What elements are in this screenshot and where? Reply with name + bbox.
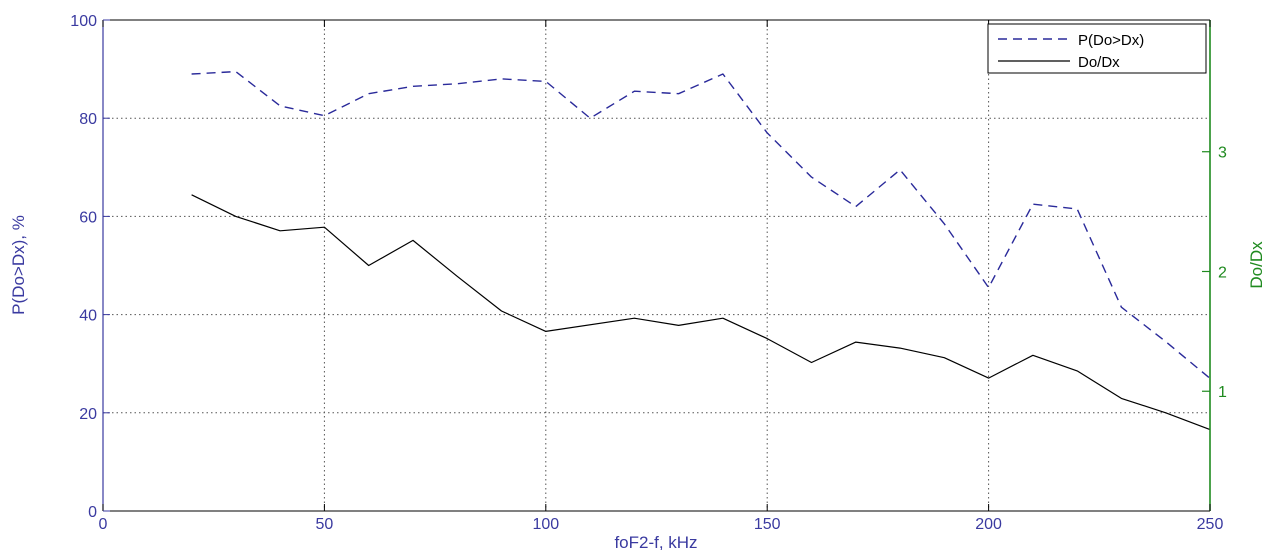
y-right-tick-label: 3	[1218, 145, 1227, 162]
x-axis-label: foF2-f, kHz	[614, 533, 697, 550]
y-left-tick-label: 100	[70, 13, 97, 30]
y-left-tick-label: 60	[79, 209, 97, 226]
legend-entry-ratio: Do/Dx	[1078, 54, 1120, 71]
y-left-tick-label: 80	[79, 111, 97, 128]
x-tick-label: 150	[754, 516, 781, 533]
plot-area	[103, 20, 1210, 511]
series-line-ratio	[191, 194, 1211, 431]
x-tick-label: 100	[532, 516, 559, 533]
x-tick-label: 0	[99, 516, 108, 533]
y-axis-label-right: Do/Dx	[1247, 241, 1266, 289]
x-tick-label: 200	[975, 516, 1002, 533]
y-left-tick-label: 40	[79, 308, 97, 325]
y-right-tick-label: 1	[1218, 384, 1227, 401]
x-tick-label: 50	[316, 516, 334, 533]
series-line-p	[191, 70, 1211, 379]
series-layer	[191, 70, 1211, 431]
legend: P(Do>Dx) Do/Dx	[987, 23, 1207, 74]
grid-lines	[103, 20, 1210, 511]
legend-entry-p: P(Do>Dx)	[1078, 32, 1144, 49]
legend-box	[987, 23, 1207, 74]
y-axis-label-left: P(Do>Dx), %	[9, 215, 28, 315]
y-left-tick-label: 0	[88, 504, 97, 521]
axes	[102, 19, 1211, 512]
x-tick-label: 250	[1197, 516, 1224, 533]
tick-labels: 0 50 100 150 200 250 0 20 40 60 80 100 1 2 3	[70, 13, 1227, 533]
y-right-tick-label: 2	[1218, 264, 1227, 281]
y-left-tick-label: 20	[79, 406, 97, 423]
